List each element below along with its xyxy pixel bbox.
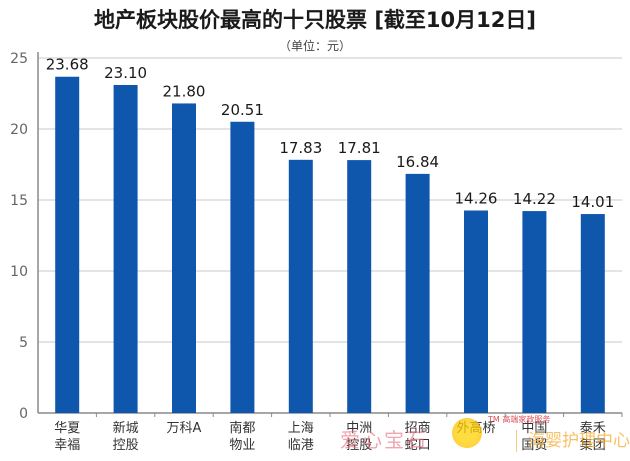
x-tick-label: 上海临港 <box>288 421 314 453</box>
watermark-left-text: 爱心宝石 <box>340 428 428 452</box>
bar-value-label: 17.81 <box>338 139 381 157</box>
watermark-divider <box>516 430 517 452</box>
x-tick-label: 中洲控股 <box>346 421 372 453</box>
y-tick-label: 5 <box>19 335 28 351</box>
x-tick-label-line: 上海 <box>288 421 314 436</box>
bar <box>172 103 196 413</box>
watermark-right-text: 海婴护理中心 <box>528 431 630 451</box>
x-tick-label-line: 控股 <box>113 438 139 453</box>
x-tick-label-line: 南都 <box>229 420 255 436</box>
x-tick-label-line: 万科A <box>167 421 202 436</box>
y-tick-label: 0 <box>19 406 28 422</box>
bar <box>347 160 372 413</box>
x-tick-label-line: 幸福 <box>54 438 80 453</box>
bar-value-label: 20.51 <box>221 101 264 119</box>
y-tick-label: 15 <box>10 193 28 209</box>
bar <box>580 214 605 413</box>
x-tick-label-line: 临港 <box>288 438 314 453</box>
chart-title: 地产板块股价最高的十只股票 [截至10月12日] <box>94 8 536 32</box>
x-tick-label-line: 招商 <box>405 421 431 436</box>
x-tick-label-line: 国贸 <box>521 438 547 453</box>
bar-value-label: 23.10 <box>104 64 147 82</box>
watermark-sun-icon <box>452 418 482 448</box>
x-tick-label-line: 新城 <box>113 420 139 436</box>
bar-value-label: 17.83 <box>279 139 322 157</box>
bar <box>522 211 547 413</box>
bar-value-label: 21.80 <box>163 82 206 100</box>
chart-subtitle: （单位：元） <box>278 39 351 53</box>
x-tick-label: 中国国贸 <box>521 421 547 453</box>
x-tick-label-line: 中洲 <box>346 421 372 436</box>
bar <box>113 84 138 413</box>
bar-value-label: 14.26 <box>455 190 498 208</box>
x-tick-label: 泰禾集团 <box>580 421 606 453</box>
y-tick-label: 25 <box>10 51 28 67</box>
y-tick-label: 10 <box>10 264 28 280</box>
x-tick-label: 华夏幸福 <box>54 421 80 453</box>
bar-value-label: 14.22 <box>513 190 556 208</box>
bar-value-label: 16.84 <box>396 153 439 171</box>
x-tick-label: 万科A <box>167 421 202 436</box>
bar <box>405 173 430 413</box>
bar <box>55 76 80 413</box>
bar <box>230 121 255 414</box>
x-tick-label-line: 物业 <box>229 438 255 453</box>
bar <box>464 210 488 413</box>
x-tick-label-line: 控股 <box>346 438 372 453</box>
y-tick-label: 20 <box>10 122 28 138</box>
x-tick-label: 新城控股 <box>113 420 139 453</box>
x-tick-label-line: 集团 <box>580 437 606 453</box>
x-tick-label: 南都物业 <box>229 420 255 453</box>
x-tick-label-line: 华夏 <box>54 421 80 436</box>
x-tick-label-line: 中国 <box>521 421 547 436</box>
watermark-small-text: TM 高端家政服务 <box>488 415 551 424</box>
x-tick-label-line: 泰禾 <box>580 421 606 436</box>
bar-value-label: 14.01 <box>571 193 614 211</box>
x-tick-label: 招商蛇口 <box>405 421 431 453</box>
bar <box>288 159 313 413</box>
x-tick-label-line: 蛇口 <box>405 438 431 453</box>
watermark: 爱心宝石 TM 高端家政服务 海婴护理中心 <box>340 415 630 458</box>
bar-value-label: 23.68 <box>46 56 89 74</box>
